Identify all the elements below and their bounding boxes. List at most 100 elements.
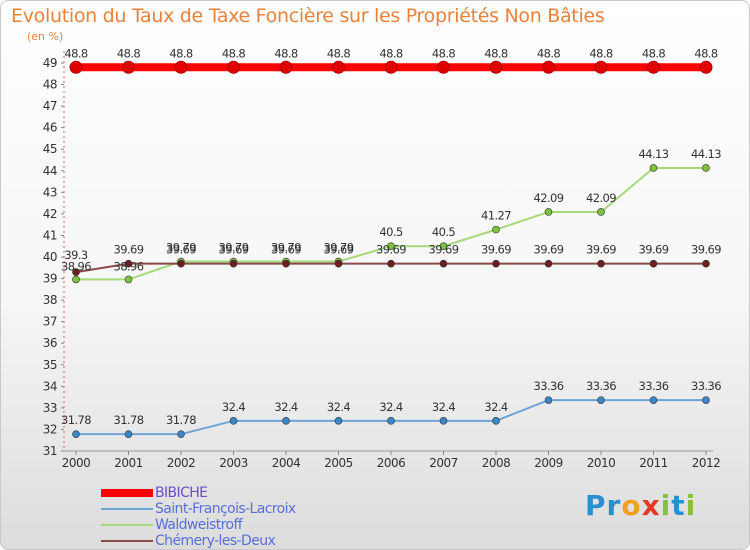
data-label: 39.69 [219, 243, 249, 257]
data-point [492, 259, 500, 268]
logo-letter: P [585, 489, 607, 522]
data-point [69, 60, 83, 74]
x-tick-label: 2009 [534, 456, 563, 470]
data-label: 32.4 [274, 400, 297, 414]
data-point [227, 60, 240, 74]
data-point [439, 242, 448, 251]
legend-item: BIBICHE [101, 485, 361, 501]
x-tick-label: 2011 [639, 456, 668, 470]
legend-item: Chémery-les-Deux [101, 533, 361, 549]
data-point [597, 259, 605, 268]
data-label: 39.69 [271, 243, 301, 257]
data-point [594, 60, 608, 74]
y-tick-label: 36 [43, 336, 57, 350]
y-tick-label: 32 [43, 422, 57, 436]
data-point [702, 259, 710, 268]
y-tick-label: 31 [43, 444, 57, 458]
legend-item: Saint-François-Lacroix [101, 501, 361, 517]
data-label: 39.69 [114, 243, 144, 257]
legend-label: Waldweistroff [155, 517, 243, 533]
data-point [492, 417, 500, 425]
data-label: 39.69 [324, 243, 354, 257]
logo-letter: i [660, 489, 672, 522]
data-point [122, 60, 135, 74]
x-tick-label: 2004 [272, 456, 301, 470]
x-tick-label: 2005 [324, 456, 353, 470]
data-label: 39.69 [166, 243, 196, 257]
data-label: 48.8 [117, 46, 140, 60]
data-point [439, 259, 448, 268]
data-label: 33.36 [534, 379, 564, 393]
x-tick-label: 2007 [429, 456, 458, 470]
data-point [387, 242, 395, 251]
data-label: 39.79 [271, 241, 301, 255]
y-tick-label: 35 [43, 358, 57, 372]
data-point [229, 417, 238, 425]
data-label: 40.5 [432, 225, 455, 239]
legend-swatch [101, 489, 153, 497]
y-tick-label: 40 [43, 250, 57, 264]
data-point [334, 259, 343, 268]
data-point [387, 417, 395, 425]
proxiti-logo: Proxiti [585, 489, 696, 522]
data-point [649, 396, 658, 404]
data-point [649, 164, 658, 172]
data-label: 39.69 [691, 243, 721, 257]
data-point [649, 259, 658, 268]
y-tick-label: 38 [43, 293, 57, 307]
data-label: 39.69 [586, 243, 616, 257]
data-point [702, 396, 710, 404]
y-tick-label: 37 [43, 315, 57, 329]
y-tick-label: 47 [43, 99, 57, 113]
x-tick-label: 2003 [219, 456, 248, 470]
data-point [72, 268, 80, 276]
data-label: 41.27 [481, 209, 511, 223]
x-tick-label: 2008 [482, 456, 511, 470]
data-label: 39.69 [481, 243, 511, 257]
data-label: 39.79 [324, 241, 354, 255]
data-label: 48.8 [589, 46, 612, 60]
x-tick-label: 2010 [587, 456, 616, 470]
logo-letter: o [621, 489, 642, 522]
y-tick-label: 45 [43, 142, 57, 156]
y-tick-label: 43 [43, 185, 57, 199]
legend-swatch [101, 524, 153, 526]
y-tick-label: 33 [43, 401, 57, 415]
data-label: 48.8 [432, 46, 455, 60]
chart-legend: BIBICHE Saint-François-Lacroix Waldweistro… [101, 485, 361, 549]
legend-item: Waldweistroff [101, 517, 361, 533]
data-point [174, 60, 188, 74]
data-point [334, 417, 343, 425]
x-tick-label: 2001 [114, 456, 143, 470]
data-label: 39.69 [639, 243, 669, 257]
x-tick-label: 2012 [692, 456, 721, 470]
data-label: 48.8 [484, 46, 507, 60]
data-point [124, 259, 133, 268]
data-label: 38.96 [61, 259, 91, 273]
data-point [544, 208, 553, 216]
data-point [542, 60, 555, 74]
data-point [229, 259, 238, 268]
data-label: 39.79 [166, 241, 196, 255]
y-tick-label: 49 [43, 56, 57, 70]
y-tick-label: 48 [43, 78, 57, 92]
data-label: 48.8 [379, 46, 402, 60]
y-tick-label: 46 [43, 121, 57, 135]
data-point [387, 259, 395, 268]
data-label: 48.8 [274, 46, 297, 60]
data-label: 48.8 [222, 46, 245, 60]
legend-label: Chémery-les-Deux [155, 533, 276, 549]
legend-label: Saint-François-Lacroix [155, 501, 296, 517]
data-label: 32.4 [484, 400, 507, 414]
data-label: 42.09 [586, 191, 616, 205]
data-label: 33.36 [691, 379, 721, 393]
data-point [384, 60, 398, 74]
y-axis-unit-label: (en %) [27, 30, 64, 43]
logo-letter: x [641, 489, 661, 522]
data-point [124, 275, 133, 284]
data-point [699, 60, 713, 74]
y-tick-label: 44 [43, 164, 57, 178]
y-tick-label: 42 [43, 207, 57, 221]
data-label: 31.78 [114, 413, 144, 427]
